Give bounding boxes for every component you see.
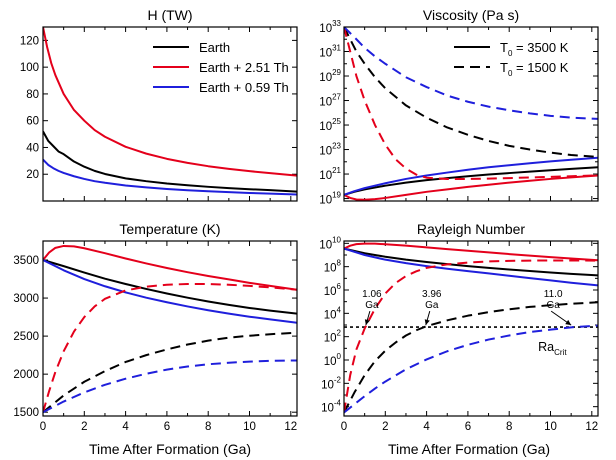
legend-label: T0 = 3500 K bbox=[500, 40, 569, 58]
crossing-value: 3.96 bbox=[422, 289, 442, 300]
x-tick-label: 4 bbox=[423, 421, 430, 433]
y-tick-label: 1021 bbox=[319, 166, 341, 182]
series-line bbox=[344, 27, 598, 120]
series-line bbox=[43, 331, 297, 413]
series-line bbox=[344, 242, 598, 262]
y-tick-label: 104 bbox=[324, 305, 342, 321]
critical-label: RaCrit bbox=[538, 340, 567, 357]
y-tick-label: 10-2 bbox=[321, 375, 341, 391]
series-group bbox=[344, 242, 598, 414]
y-tick-label: 106 bbox=[324, 282, 342, 298]
series-line bbox=[344, 247, 598, 277]
y-tick-label: 10-4 bbox=[321, 399, 341, 415]
crossing-value: 11.0 bbox=[544, 289, 563, 300]
legend-label: Earth bbox=[199, 40, 230, 55]
series-line bbox=[344, 247, 598, 287]
plot-frame bbox=[42, 240, 298, 417]
chart-title: H (TW) bbox=[147, 7, 192, 23]
panel-rayleigh: Rayleigh Number 0 2 4 6 8 10 12 10-4 10-2 100 102 10… bbox=[319, 221, 599, 433]
chart-title: Viscosity (Pa s) bbox=[423, 7, 519, 23]
x-tick-label: 6 bbox=[164, 421, 170, 433]
x-tick-label: 2 bbox=[81, 421, 87, 433]
x-axis-label-left: Time After Formation (Ga) bbox=[89, 441, 251, 457]
series-group bbox=[43, 244, 297, 414]
crossing-unit: Ga bbox=[365, 300, 379, 311]
legend-label: Earth + 0.59 Th bbox=[199, 80, 289, 95]
y-tick-label: 60 bbox=[26, 116, 39, 128]
x-tick-label: 12 bbox=[284, 421, 297, 433]
series-line bbox=[43, 244, 297, 291]
series-line bbox=[344, 174, 598, 201]
y-tick-label: 1023 bbox=[319, 142, 341, 158]
series-group bbox=[344, 27, 598, 201]
y-tick-label: 2000 bbox=[13, 369, 39, 381]
chart-title: Rayleigh Number bbox=[417, 221, 525, 237]
x-axis-label-right: Time After Formation (Ga) bbox=[388, 441, 550, 457]
x-tick-label: 0 bbox=[341, 421, 347, 433]
x-tick-label: 8 bbox=[506, 421, 512, 433]
y-tick-label: 1029 bbox=[319, 68, 341, 84]
x-tick-label: 10 bbox=[243, 421, 256, 433]
x-tick-label: 6 bbox=[465, 421, 471, 433]
y-tick-label: 3000 bbox=[13, 293, 39, 305]
x-tick-label: 0 bbox=[40, 421, 46, 433]
y-tick-label: 1027 bbox=[319, 93, 341, 109]
series-line bbox=[344, 27, 598, 158]
x-tick-label: 2 bbox=[382, 421, 388, 433]
panel-viscosity: Viscosity (Pa s) 1019 1021 1023 1025 1027 1029… bbox=[319, 7, 599, 207]
series-line bbox=[344, 259, 598, 413]
series-line bbox=[344, 166, 598, 196]
legend-label: T0 = 1500 K bbox=[500, 60, 569, 78]
y-tick-label: 1031 bbox=[319, 44, 341, 60]
series-line bbox=[43, 27, 297, 177]
panel-temperature: Temperature (K) 0 2 4 6 8 10 12 1500 2000 2500 3000… bbox=[13, 221, 298, 433]
arrow-head bbox=[565, 319, 572, 326]
chart-title: Temperature (K) bbox=[119, 221, 220, 237]
x-tick-label: 12 bbox=[585, 421, 598, 433]
plot-frame bbox=[343, 26, 599, 202]
series-line bbox=[344, 301, 598, 413]
x-tick-label: 4 bbox=[122, 421, 129, 433]
series-line bbox=[43, 359, 297, 414]
y-tick-label: 1500 bbox=[13, 407, 39, 419]
y-tick-label: 100 bbox=[324, 352, 342, 368]
x-tick-label: 10 bbox=[544, 421, 557, 433]
y-tick-label: 20 bbox=[26, 169, 39, 181]
series-group bbox=[43, 27, 297, 196]
y-tick-label: 1025 bbox=[319, 117, 341, 133]
legend-label: Earth + 2.51 Th bbox=[199, 60, 289, 75]
legend: T0 = 3500 K T0 = 1500 K bbox=[454, 40, 569, 78]
plot-frame bbox=[42, 26, 298, 202]
series-line bbox=[43, 158, 297, 196]
crossing-value: 1.06 bbox=[362, 289, 382, 300]
y-tick-label: 3500 bbox=[13, 255, 39, 267]
y-tick-label: 1010 bbox=[319, 235, 341, 251]
series-line bbox=[344, 27, 598, 180]
arrow-head bbox=[364, 319, 370, 326]
legend: Earth Earth + 2.51 Th Earth + 0.59 Th bbox=[153, 40, 289, 95]
panel-h: H (TW) 20 40 60 80 100 120 Earth Earth + 2.51 Th… bbox=[20, 7, 298, 202]
y-tick-label: 40 bbox=[26, 142, 39, 154]
crossing-unit: Ga bbox=[546, 300, 560, 311]
y-tick-label: 1033 bbox=[319, 19, 341, 35]
series-line bbox=[344, 156, 598, 196]
y-tick-label: 102 bbox=[324, 329, 342, 345]
series-line bbox=[43, 259, 297, 324]
y-tick-label: 2500 bbox=[13, 331, 39, 343]
y-tick-label: 80 bbox=[26, 89, 39, 101]
crossing-unit: Ga bbox=[425, 300, 439, 311]
y-tick-label: 100 bbox=[20, 62, 39, 74]
series-line bbox=[43, 259, 297, 315]
y-tick-label: 120 bbox=[20, 35, 39, 47]
series-line bbox=[43, 130, 297, 193]
arrow-head bbox=[424, 319, 430, 326]
plot-frame bbox=[343, 240, 599, 417]
series-line bbox=[344, 324, 598, 414]
y-tick-label: 1019 bbox=[319, 191, 341, 207]
y-tick-label: 108 bbox=[324, 259, 342, 275]
series-line bbox=[43, 282, 297, 413]
x-tick-label: 8 bbox=[205, 421, 211, 433]
